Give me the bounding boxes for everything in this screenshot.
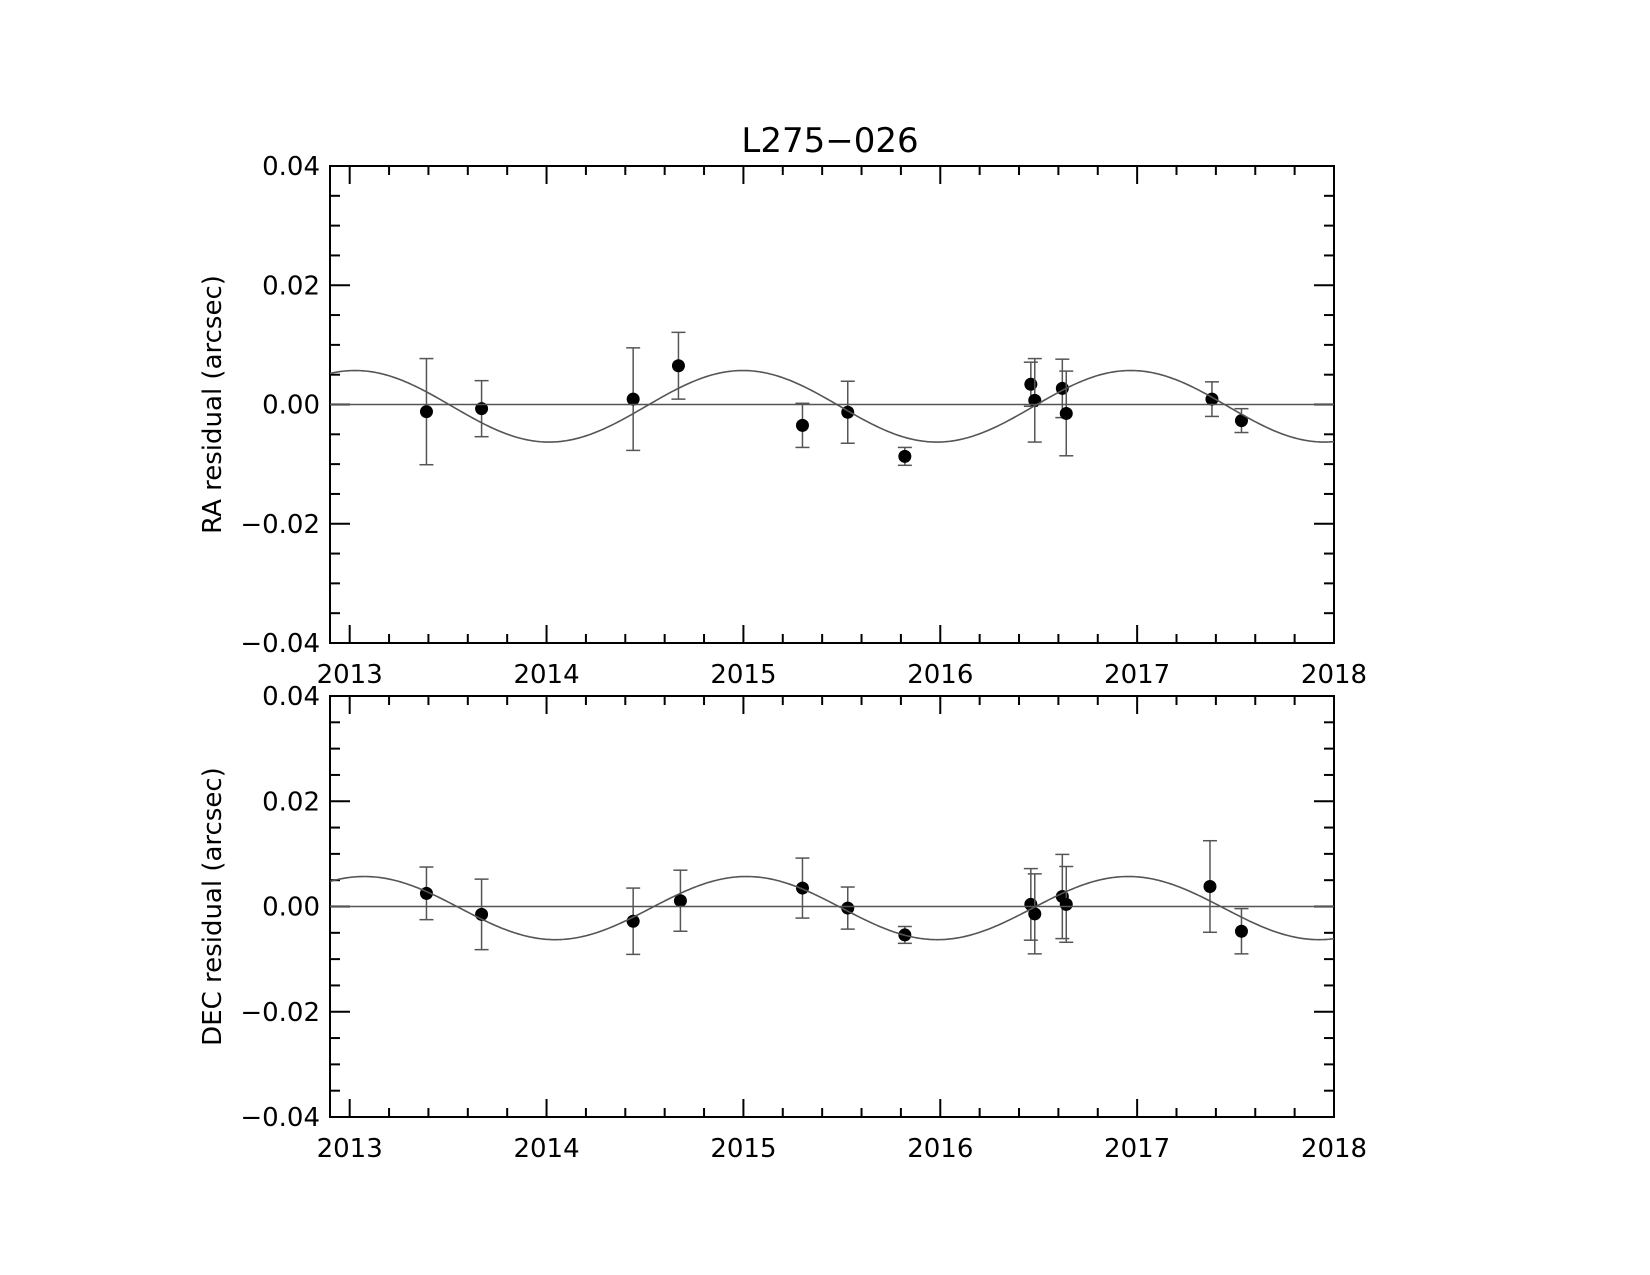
- x-tick-label: 2018: [1301, 660, 1367, 690]
- x-tick-label: 2013: [317, 1134, 383, 1164]
- y-tick-label: −0.04: [240, 629, 320, 659]
- x-tick-label: 2016: [907, 1134, 973, 1164]
- y-axis-title: DEC residual (arcsec): [198, 767, 228, 1046]
- y-axis-title: RA residual (arcsec): [198, 275, 228, 534]
- data-point: [1059, 406, 1073, 420]
- x-tick-label: 2013: [317, 660, 383, 690]
- y-tick-label: −0.04: [240, 1103, 320, 1133]
- data-point: [673, 894, 687, 908]
- data-point: [626, 392, 640, 406]
- x-tick-label: 2017: [1104, 1134, 1170, 1164]
- data-point: [1028, 907, 1042, 921]
- data-point: [419, 405, 433, 419]
- x-tick-label: 2014: [513, 1134, 579, 1164]
- y-tick-label: −0.02: [240, 998, 320, 1028]
- x-tick-label: 2018: [1301, 1134, 1367, 1164]
- model-curve: [330, 369, 1334, 443]
- data-point: [671, 359, 685, 373]
- data-point: [1234, 414, 1248, 428]
- x-tick-label: 2014: [513, 660, 579, 690]
- plot-area: [330, 331, 1334, 467]
- dec-residual-panel: 2013 2014 2015 2016 2017 2018 0.04 0.02 0.00 −0.0…: [198, 682, 1367, 1164]
- y-tick-label: 0.02: [262, 787, 320, 817]
- x-tick-label: 2015: [710, 660, 776, 690]
- x-tick-label: 2017: [1104, 660, 1170, 690]
- chart-title: L275−026: [741, 121, 918, 161]
- data-point: [1234, 924, 1248, 938]
- ra-residual-panel: 2013 2014 2015 2016 2017 2018 0.04 0.02 0.00 −0.0…: [198, 152, 1367, 690]
- y-tick-label: 0.04: [262, 682, 320, 712]
- data-point: [1059, 897, 1073, 911]
- data-point: [475, 402, 489, 416]
- y-tick-label: 0.00: [262, 893, 320, 923]
- data-point: [795, 881, 809, 895]
- data-point: [841, 901, 855, 915]
- data-point: [1203, 880, 1217, 894]
- x-tick-label: 2016: [907, 660, 973, 690]
- plot-area: [330, 839, 1334, 956]
- y-tick-label: 0.04: [262, 152, 320, 182]
- x-tick-label: 2015: [710, 1134, 776, 1164]
- y-tick-label: 0.00: [262, 391, 320, 421]
- y-tick-label: −0.02: [240, 510, 320, 540]
- data-point: [898, 449, 912, 463]
- data-point: [795, 418, 809, 432]
- y-tick-label: 0.02: [262, 271, 320, 301]
- model-curve: [330, 875, 1334, 941]
